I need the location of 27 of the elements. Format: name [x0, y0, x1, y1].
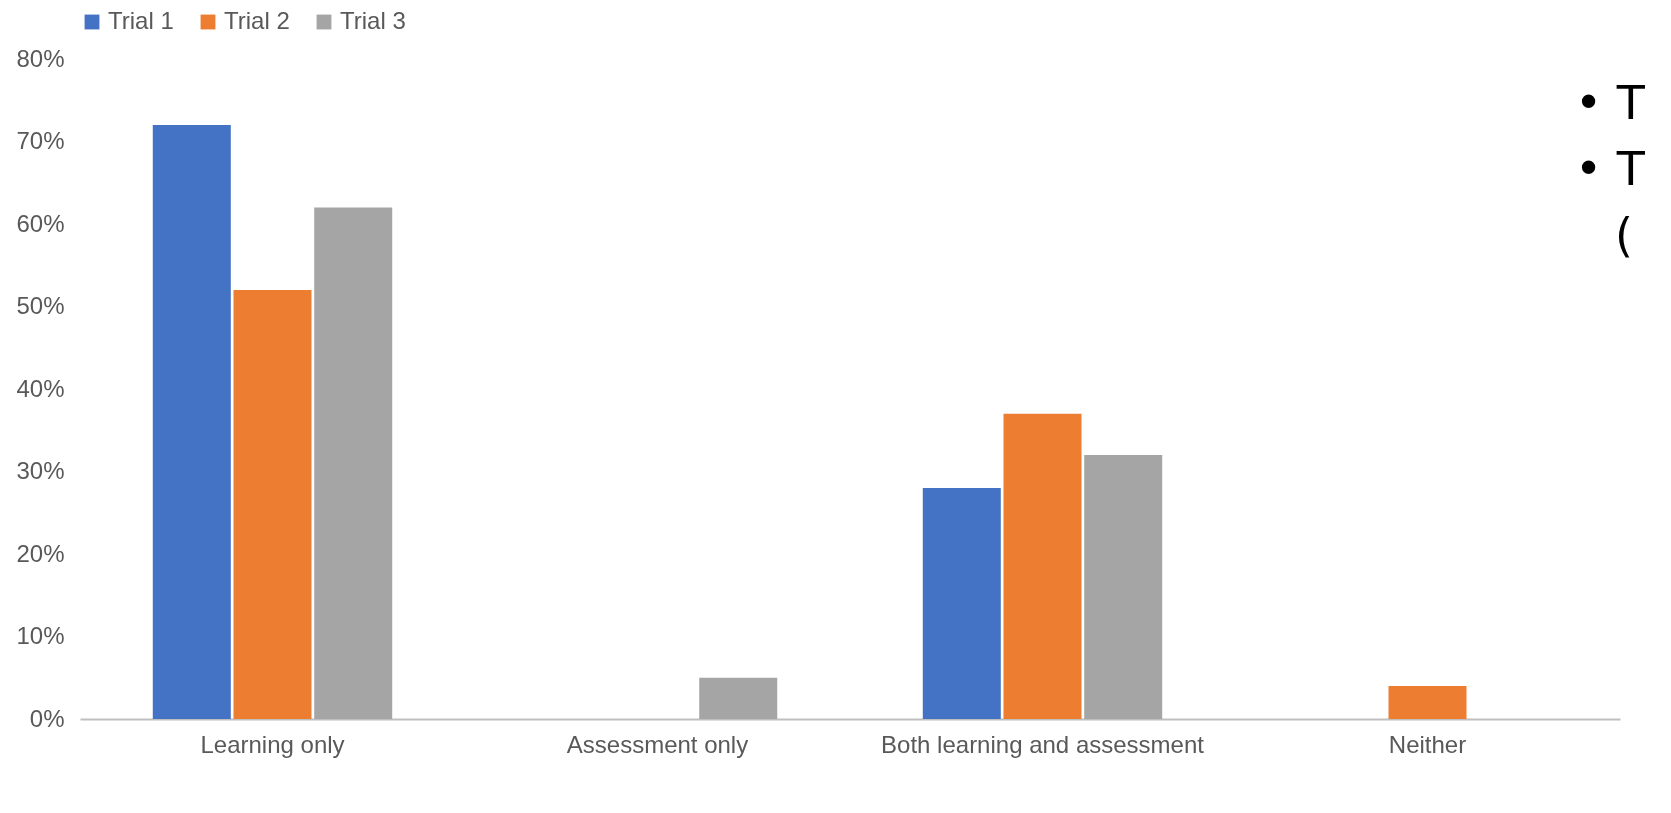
y-tick-label: 30% — [16, 457, 65, 484]
x-tick-label: Assessment only — [566, 730, 749, 758]
y-tick-label: 50% — [16, 292, 65, 319]
legend-label: Trial 3 — [340, 7, 406, 34]
bar — [1388, 686, 1467, 719]
bar — [699, 677, 778, 719]
x-tick-label: Both learning and assessment — [881, 730, 1205, 758]
legend-label: Trial 1 — [108, 7, 174, 34]
y-tick-label: 60% — [16, 209, 65, 237]
bar — [922, 488, 1001, 719]
x-tick-label: Neither — [1388, 730, 1467, 758]
x-tick-label: Learning only — [200, 730, 345, 758]
legend-label: Trial 2 — [224, 7, 290, 34]
y-tick-label: 10% — [16, 622, 65, 649]
bar — [314, 207, 393, 719]
annotation: • T — [1575, 75, 1645, 132]
bar — [1003, 413, 1082, 719]
y-tick-label: 80% — [16, 44, 65, 72]
annotation: ( — [1614, 207, 1634, 264]
y-tick-label: 20% — [16, 539, 65, 567]
y-tick-label: 0% — [29, 704, 65, 732]
bar — [233, 290, 312, 719]
bar — [1084, 455, 1163, 719]
y-tick-label: 70% — [16, 127, 65, 154]
y-tick-label: 40% — [16, 374, 65, 402]
bar — [152, 125, 231, 719]
annotation: • T — [1575, 141, 1645, 198]
